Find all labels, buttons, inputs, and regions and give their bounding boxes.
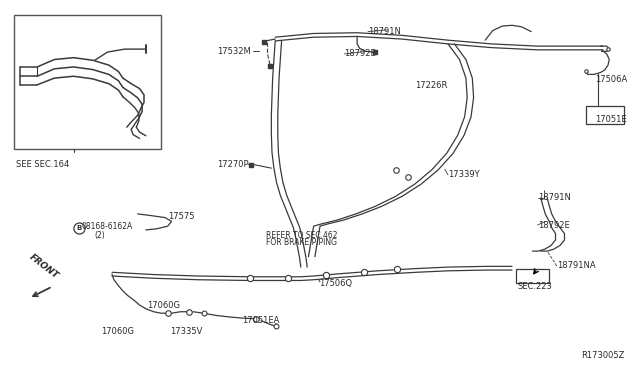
Text: B: B <box>77 225 82 231</box>
Text: (2): (2) <box>95 231 106 240</box>
Text: 17339Y: 17339Y <box>448 170 479 179</box>
Text: FOR BRAKE PIPING: FOR BRAKE PIPING <box>266 238 337 247</box>
Text: FRONT: FRONT <box>28 253 60 281</box>
Text: 17270P: 17270P <box>217 160 248 169</box>
Bar <box>586 106 624 124</box>
Text: 17051E: 17051E <box>595 115 627 124</box>
Text: 17060G: 17060G <box>147 301 180 310</box>
Text: 17226R: 17226R <box>415 81 447 90</box>
Bar <box>516 269 549 283</box>
Text: 17506Q: 17506Q <box>319 279 352 288</box>
Text: 17335V: 17335V <box>170 327 202 336</box>
Text: 17506A: 17506A <box>595 76 627 84</box>
Text: 17575: 17575 <box>168 212 194 221</box>
Text: 17532M: 17532M <box>217 47 251 56</box>
Text: 17051EA: 17051EA <box>242 316 279 325</box>
Bar <box>14 15 161 149</box>
Text: 18792E: 18792E <box>538 221 570 230</box>
Text: REFER TO SEC.462: REFER TO SEC.462 <box>266 231 337 240</box>
Text: SEC.223: SEC.223 <box>517 282 552 291</box>
Text: R173005Z: R173005Z <box>580 351 624 360</box>
Text: 18791NA: 18791NA <box>557 262 595 270</box>
Text: 18792E: 18792E <box>344 49 376 58</box>
Text: 18791N: 18791N <box>538 193 570 202</box>
Text: 08168-6162A: 08168-6162A <box>82 222 133 231</box>
Text: 17060G: 17060G <box>101 327 134 336</box>
Text: SEE SEC.164: SEE SEC.164 <box>16 160 69 169</box>
Text: 18791N: 18791N <box>368 27 401 36</box>
